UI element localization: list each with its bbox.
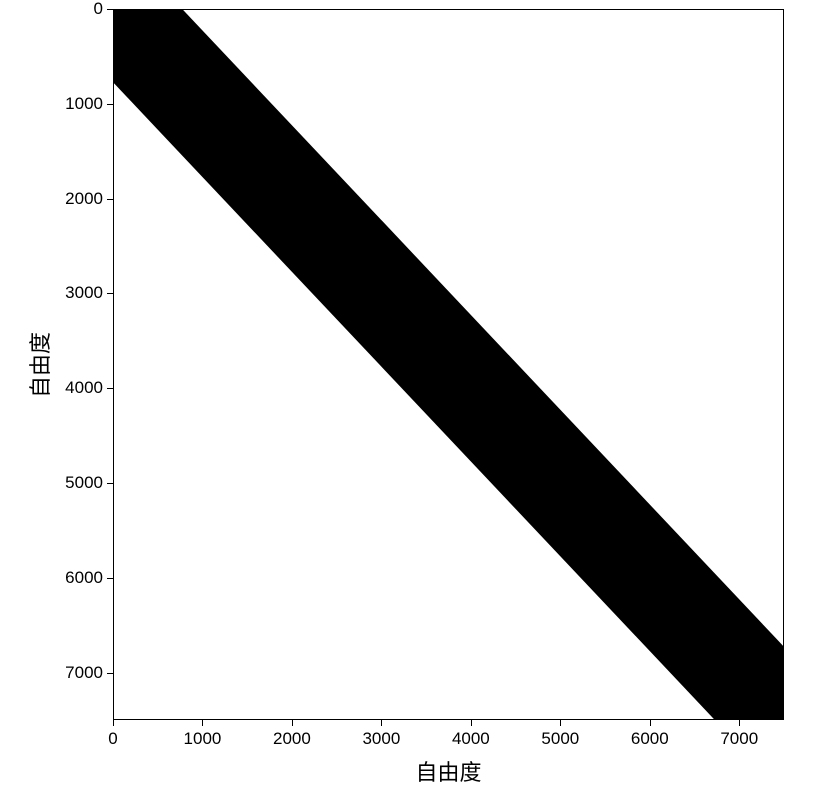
- y-tick-label: 2000: [65, 189, 103, 209]
- x-tick-mark: [202, 720, 203, 726]
- x-tick-mark: [113, 720, 114, 726]
- x-tick-label: 2000: [273, 729, 311, 749]
- y-tick-label: 4000: [65, 378, 103, 398]
- x-tick-label: 1000: [184, 729, 222, 749]
- sparsity-chart: 0 1000 2000 3000 4000 5000 6000 7000 0 1000 2000 3…: [0, 0, 813, 798]
- x-tick-mark: [650, 720, 651, 726]
- x-tick-mark: [560, 720, 561, 726]
- x-tick-label: 0: [108, 729, 117, 749]
- y-tick-mark: [107, 104, 113, 105]
- x-tick-mark: [292, 720, 293, 726]
- x-tick-label: 6000: [631, 729, 669, 749]
- y-tick-label: 7000: [65, 663, 103, 683]
- y-tick-label: 6000: [65, 568, 103, 588]
- diagonals-svg: [114, 10, 783, 719]
- x-tick-mark: [381, 720, 382, 726]
- x-tick-label: 3000: [362, 729, 400, 749]
- x-tick-label: 7000: [720, 729, 758, 749]
- y-tick-mark: [107, 483, 113, 484]
- y-tick-mark: [107, 673, 113, 674]
- x-tick-mark: [471, 720, 472, 726]
- diagonal-band: [164, 10, 783, 666]
- y-tick-mark: [107, 388, 113, 389]
- y-tick-label: 1000: [65, 94, 103, 114]
- y-tick-mark: [107, 578, 113, 579]
- y-axis-label: 自由度: [23, 331, 55, 397]
- plot-area: [113, 9, 784, 720]
- x-tick-mark: [739, 720, 740, 726]
- y-tick-label: 5000: [65, 473, 103, 493]
- y-tick-mark: [107, 199, 113, 200]
- y-tick-mark: [107, 9, 113, 10]
- y-tick-mark: [107, 293, 113, 294]
- x-axis-label: 自由度: [415, 755, 481, 787]
- y-tick-label: 3000: [65, 283, 103, 303]
- x-tick-label: 4000: [452, 729, 490, 749]
- x-tick-label: 5000: [541, 729, 579, 749]
- y-tick-label: 0: [94, 0, 103, 19]
